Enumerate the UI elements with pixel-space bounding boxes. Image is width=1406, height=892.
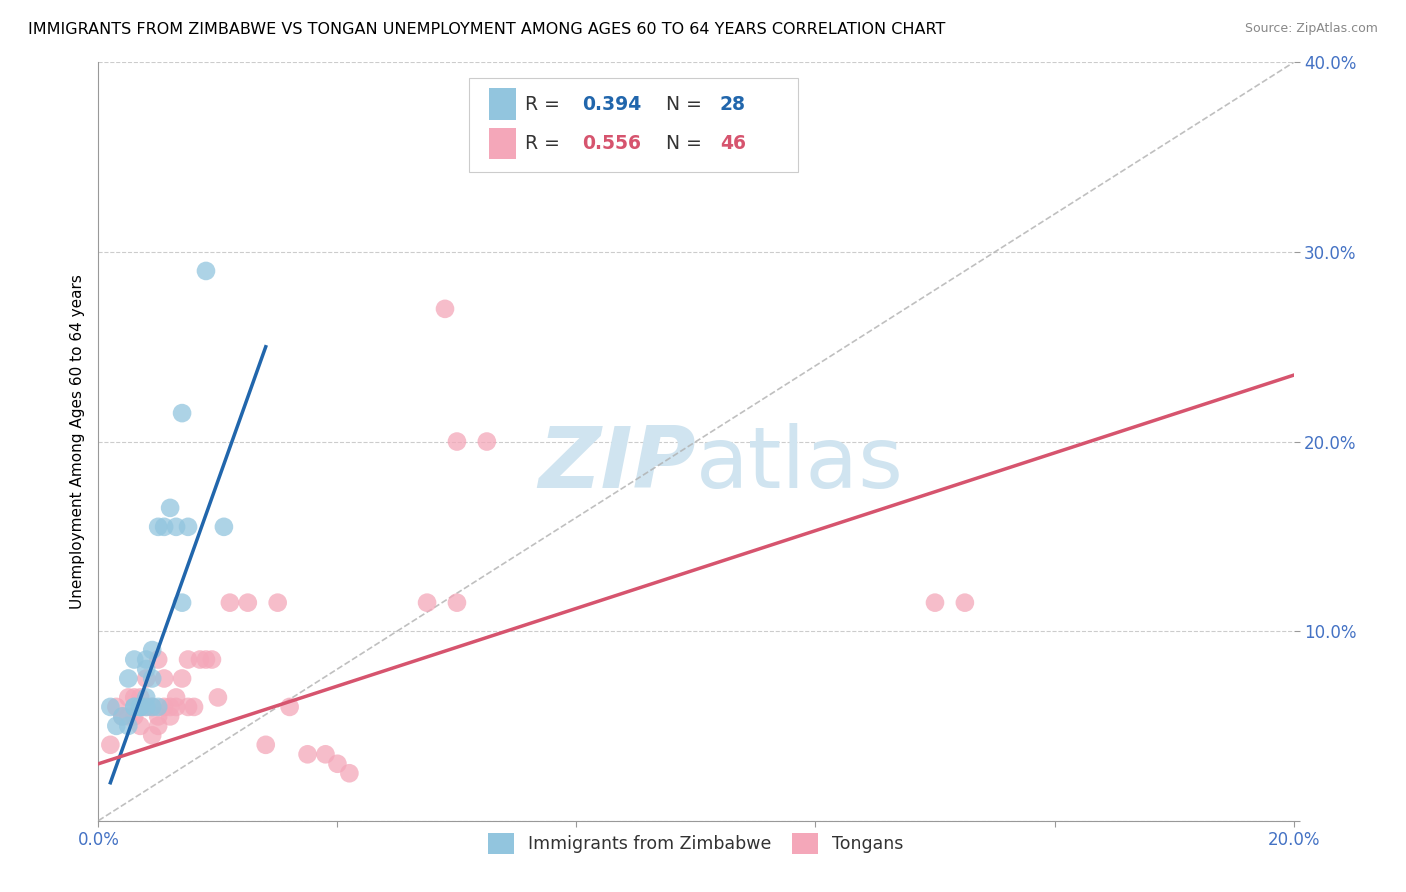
Point <box>141 643 163 657</box>
Point <box>159 500 181 515</box>
Text: N =: N = <box>666 134 709 153</box>
Text: R =: R = <box>524 134 567 153</box>
Point <box>254 738 277 752</box>
Point <box>177 699 200 714</box>
Point <box>141 699 163 714</box>
Point <box>207 690 229 705</box>
Point <box>111 709 134 723</box>
Point <box>165 690 187 705</box>
Point <box>124 699 146 714</box>
Point <box>135 672 157 686</box>
Point <box>124 690 146 705</box>
Point <box>135 662 157 676</box>
Bar <box>489 128 516 160</box>
Point <box>212 520 235 534</box>
Point <box>177 652 200 666</box>
Point <box>129 690 152 705</box>
Point <box>153 699 176 714</box>
Point <box>141 728 163 742</box>
Text: 0.394: 0.394 <box>582 95 641 113</box>
Point <box>177 520 200 534</box>
Point <box>416 596 439 610</box>
Point <box>924 596 946 610</box>
Point <box>98 699 122 714</box>
Point <box>165 699 187 714</box>
Point <box>236 596 259 610</box>
Point <box>98 738 122 752</box>
Point <box>267 596 290 610</box>
Point <box>195 264 218 278</box>
Point <box>135 652 157 666</box>
Point <box>434 301 457 316</box>
Point <box>172 596 194 610</box>
Point <box>148 699 170 714</box>
Text: R =: R = <box>524 95 567 113</box>
Text: Source: ZipAtlas.com: Source: ZipAtlas.com <box>1244 22 1378 36</box>
Point <box>117 672 139 686</box>
Bar <box>489 88 516 120</box>
Point <box>135 699 157 714</box>
Point <box>148 652 170 666</box>
Point <box>105 719 128 733</box>
Point <box>141 672 163 686</box>
Point <box>148 520 170 534</box>
Text: ZIP: ZIP <box>538 423 696 506</box>
Point <box>475 434 498 449</box>
Point <box>339 766 361 780</box>
FancyBboxPatch shape <box>470 78 797 172</box>
Point <box>117 709 139 723</box>
Y-axis label: Unemployment Among Ages 60 to 64 years: Unemployment Among Ages 60 to 64 years <box>69 274 84 609</box>
Point <box>172 672 194 686</box>
Text: IMMIGRANTS FROM ZIMBABWE VS TONGAN UNEMPLOYMENT AMONG AGES 60 TO 64 YEARS CORREL: IMMIGRANTS FROM ZIMBABWE VS TONGAN UNEMP… <box>28 22 945 37</box>
Point <box>446 596 468 610</box>
Point <box>153 672 176 686</box>
Point <box>129 719 152 733</box>
Text: 46: 46 <box>720 134 745 153</box>
Point <box>165 520 187 534</box>
Point <box>297 747 319 762</box>
Point <box>135 690 157 705</box>
Point <box>188 652 211 666</box>
Text: 28: 28 <box>720 95 745 113</box>
Text: 0.556: 0.556 <box>582 134 641 153</box>
Point <box>219 596 242 610</box>
Point <box>141 699 163 714</box>
Point <box>117 719 139 733</box>
Point <box>135 699 157 714</box>
Text: atlas: atlas <box>696 423 904 506</box>
Point <box>129 699 152 714</box>
Point <box>278 699 301 714</box>
Point <box>124 709 146 723</box>
Point <box>148 719 170 733</box>
Point <box>111 709 134 723</box>
Point <box>159 709 181 723</box>
Point <box>117 690 139 705</box>
Point <box>159 699 181 714</box>
Point <box>148 709 170 723</box>
Legend: Immigrants from Zimbabwe, Tongans: Immigrants from Zimbabwe, Tongans <box>481 826 911 862</box>
Point <box>124 699 146 714</box>
Point <box>124 652 146 666</box>
Point <box>326 756 349 771</box>
Point <box>129 699 152 714</box>
Point <box>153 520 176 534</box>
Point <box>195 652 218 666</box>
Point <box>172 406 194 420</box>
Point <box>315 747 337 762</box>
Point <box>183 699 205 714</box>
Point <box>105 699 128 714</box>
Text: N =: N = <box>666 95 709 113</box>
Point <box>953 596 976 610</box>
Point <box>446 434 468 449</box>
Point <box>129 699 152 714</box>
Point <box>201 652 224 666</box>
